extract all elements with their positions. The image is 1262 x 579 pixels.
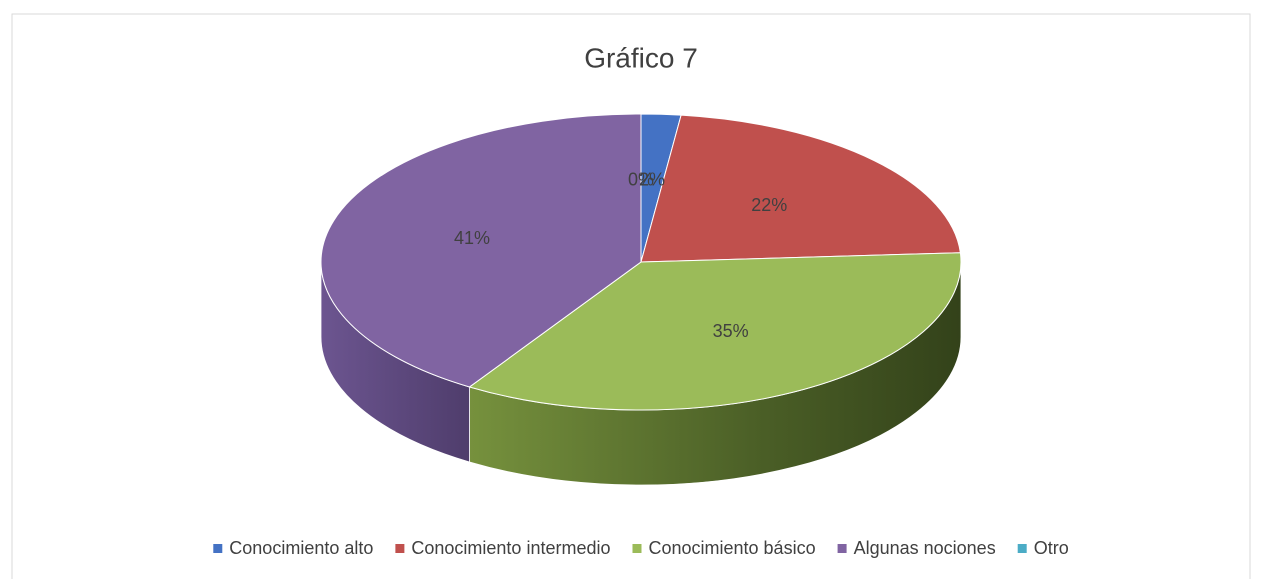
data-label: 2% — [639, 170, 665, 190]
chart-title: Gráfico 7 — [584, 42, 698, 73]
legend-label: Conocimiento básico — [648, 538, 815, 558]
legend-swatch — [213, 544, 223, 553]
data-label: 41% — [454, 228, 490, 248]
legend-label: Otro — [1034, 538, 1069, 558]
legend-swatch — [632, 544, 642, 553]
legend-label: Conocimiento alto — [229, 538, 373, 558]
legend-label: Algunas nociones — [854, 538, 996, 558]
pie-slice — [468, 252, 962, 411]
pie-slice — [320, 113, 642, 388]
data-label: 22% — [751, 195, 787, 215]
pie-slice — [640, 114, 961, 263]
legend: Conocimiento alto Conocimiento intermedio… — [213, 538, 1069, 558]
legend-swatch — [395, 544, 405, 553]
legend-swatch — [837, 544, 847, 553]
data-label: 0% — [628, 169, 654, 189]
legend-label: Conocimiento intermedio — [411, 538, 610, 558]
data-label: 35% — [713, 321, 749, 341]
legend-swatch — [1017, 544, 1027, 553]
